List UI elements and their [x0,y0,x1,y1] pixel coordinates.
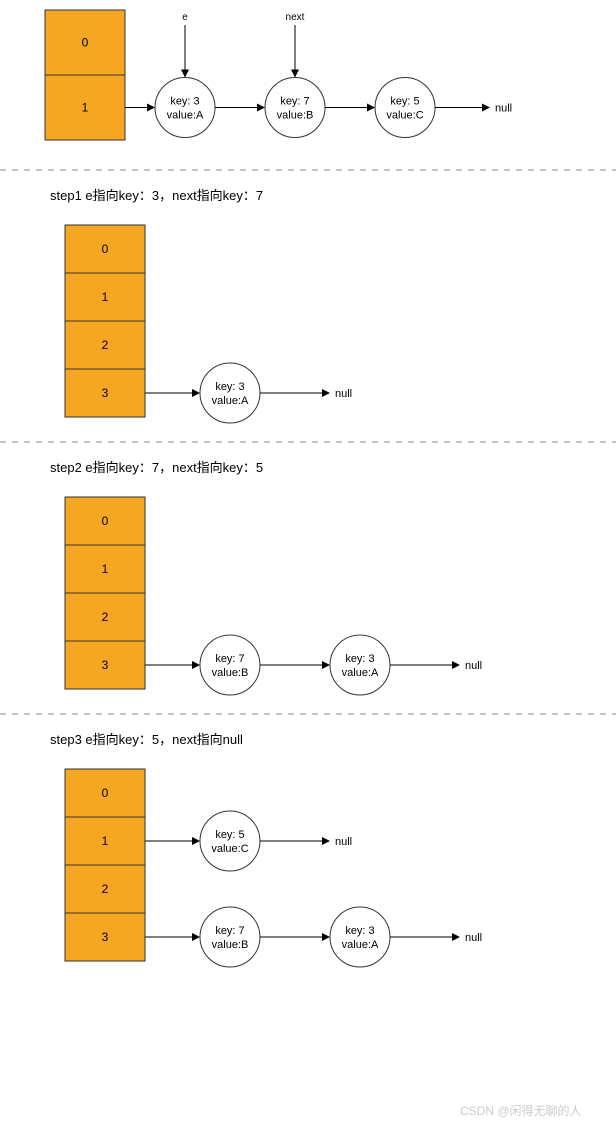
array-cell-label: 1 [102,290,109,304]
arrow-head [452,661,460,669]
array-cell-label: 3 [102,386,109,400]
linked-node [200,907,260,967]
linked-node [200,635,260,695]
node-value: value:B [277,110,314,122]
node-key: key: 7 [215,653,244,665]
linked-node [375,78,435,138]
node-key: key: 5 [215,829,244,841]
pointer-label: e [182,12,188,23]
arrow-head [192,933,200,941]
pointer-label: next [286,12,305,23]
arrow-head [147,104,155,112]
array-cell-label: 3 [102,658,109,672]
node-key: key: 7 [215,925,244,937]
node-value: value:A [342,667,379,679]
node-key: key: 3 [345,925,374,937]
array-cell-label: 1 [102,834,109,848]
arrow-head [291,70,299,78]
linked-node [330,907,390,967]
array-cell-label: 2 [102,338,109,352]
array-cell-label: 0 [102,242,109,256]
arrow-head [322,389,330,397]
array-cell-label: 0 [102,786,109,800]
arrow-head [367,104,375,112]
node-value: value:A [342,939,379,951]
linked-node [330,635,390,695]
array-cell-label: 1 [82,101,89,115]
node-value: value:A [167,110,204,122]
linked-node [265,78,325,138]
null-label: null [465,660,482,672]
node-key: key: 3 [345,653,374,665]
node-key: key: 3 [170,96,199,108]
linked-node [200,363,260,423]
panel-top: 0 1 key: 3 value:A key: 7 value:B key: 5 value:… [45,10,512,140]
node-key: key: 3 [215,381,244,393]
array-cell-label: 0 [82,36,89,50]
arrow-head [192,389,200,397]
null-label: null [465,932,482,944]
arrow-head [452,933,460,941]
null-label: null [495,103,512,115]
step-caption: step2 e指向key：7，next指向key：5 [50,460,263,475]
array-cell-label: 2 [102,882,109,896]
arrow-head [192,661,200,669]
arrow-head [322,933,330,941]
arrow-head [192,837,200,845]
arrow-head [181,70,189,78]
arrow-head [257,104,265,112]
panel-step1: 0 1 2 3 key: 3 value:A null [65,225,352,423]
arrow-head [322,661,330,669]
node-key: key: 5 [390,96,419,108]
linked-node [155,78,215,138]
linked-node [200,811,260,871]
array-cell-label: 0 [102,514,109,528]
null-label: null [335,836,352,848]
watermark: CSDN @闲得无聊的人 [460,1103,582,1118]
node-value: value:A [212,395,249,407]
arrow-head [322,837,330,845]
panel-step3: 0 1 2 3 key: 5 value:C null key: 7 value:B key: 3… [65,769,482,967]
node-value: value:C [211,843,248,855]
array-cell-label: 2 [102,610,109,624]
step-caption: step3 e指向key：5，next指向null [50,732,243,747]
step-caption: step1 e指向key：3，next指向key：7 [50,188,263,203]
array-cell-label: 1 [102,562,109,576]
panel-step2: 0 1 2 3 key: 7 value:B key: 3 value:A null [65,497,482,695]
arrow-head [482,104,490,112]
node-value: value:B [212,667,249,679]
node-value: value:B [212,939,249,951]
node-value: value:C [386,110,423,122]
array-cell-label: 3 [102,930,109,944]
null-label: null [335,388,352,400]
node-key: key: 7 [280,96,309,108]
